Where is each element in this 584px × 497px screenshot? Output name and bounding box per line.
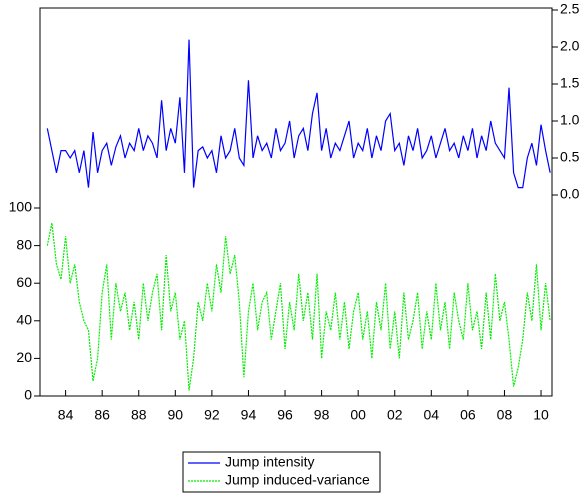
y-tick-label: 100: [9, 199, 33, 215]
y-tick-label: 20: [16, 349, 32, 365]
x-tick-label: 86: [94, 407, 110, 423]
x-tick-label: 00: [350, 407, 366, 423]
series-line: [46, 222, 551, 391]
y2-tick-label: 1.0: [560, 112, 580, 128]
x-tick-label: 08: [497, 407, 513, 423]
y2-tick-label: 2.0: [560, 38, 580, 54]
y2-tick-label: 2.5: [560, 1, 580, 17]
x-tick-label: 90: [168, 407, 184, 423]
x-tick-label: 02: [387, 407, 403, 423]
x-tick-label: 84: [58, 407, 74, 423]
x-tick-label: 88: [131, 407, 147, 423]
plot-frame: [39, 7, 553, 397]
series-line: [46, 39, 551, 189]
x-tick-label: 96: [277, 407, 293, 423]
x-tick-label: 94: [241, 407, 257, 423]
y2-tick-label: 0.0: [560, 186, 580, 202]
y-tick-label: 40: [16, 312, 32, 328]
y2-tick-label: 0.5: [560, 149, 580, 165]
legend: [182, 451, 381, 493]
x-tick-label: 92: [204, 407, 220, 423]
y2-tick-label: 1.5: [560, 75, 580, 91]
x-tick-label: 10: [533, 407, 549, 423]
x-tick-label: 98: [314, 407, 330, 423]
legend-label: Jump intensity: [225, 454, 314, 470]
x-tick-label: 04: [424, 407, 440, 423]
x-tick-label: 06: [460, 407, 476, 423]
y-tick-label: 0: [24, 387, 32, 403]
legend-label: Jump induced-variance: [225, 472, 370, 488]
y-tick-label: 60: [16, 274, 32, 290]
y-tick-label: 80: [16, 236, 32, 252]
